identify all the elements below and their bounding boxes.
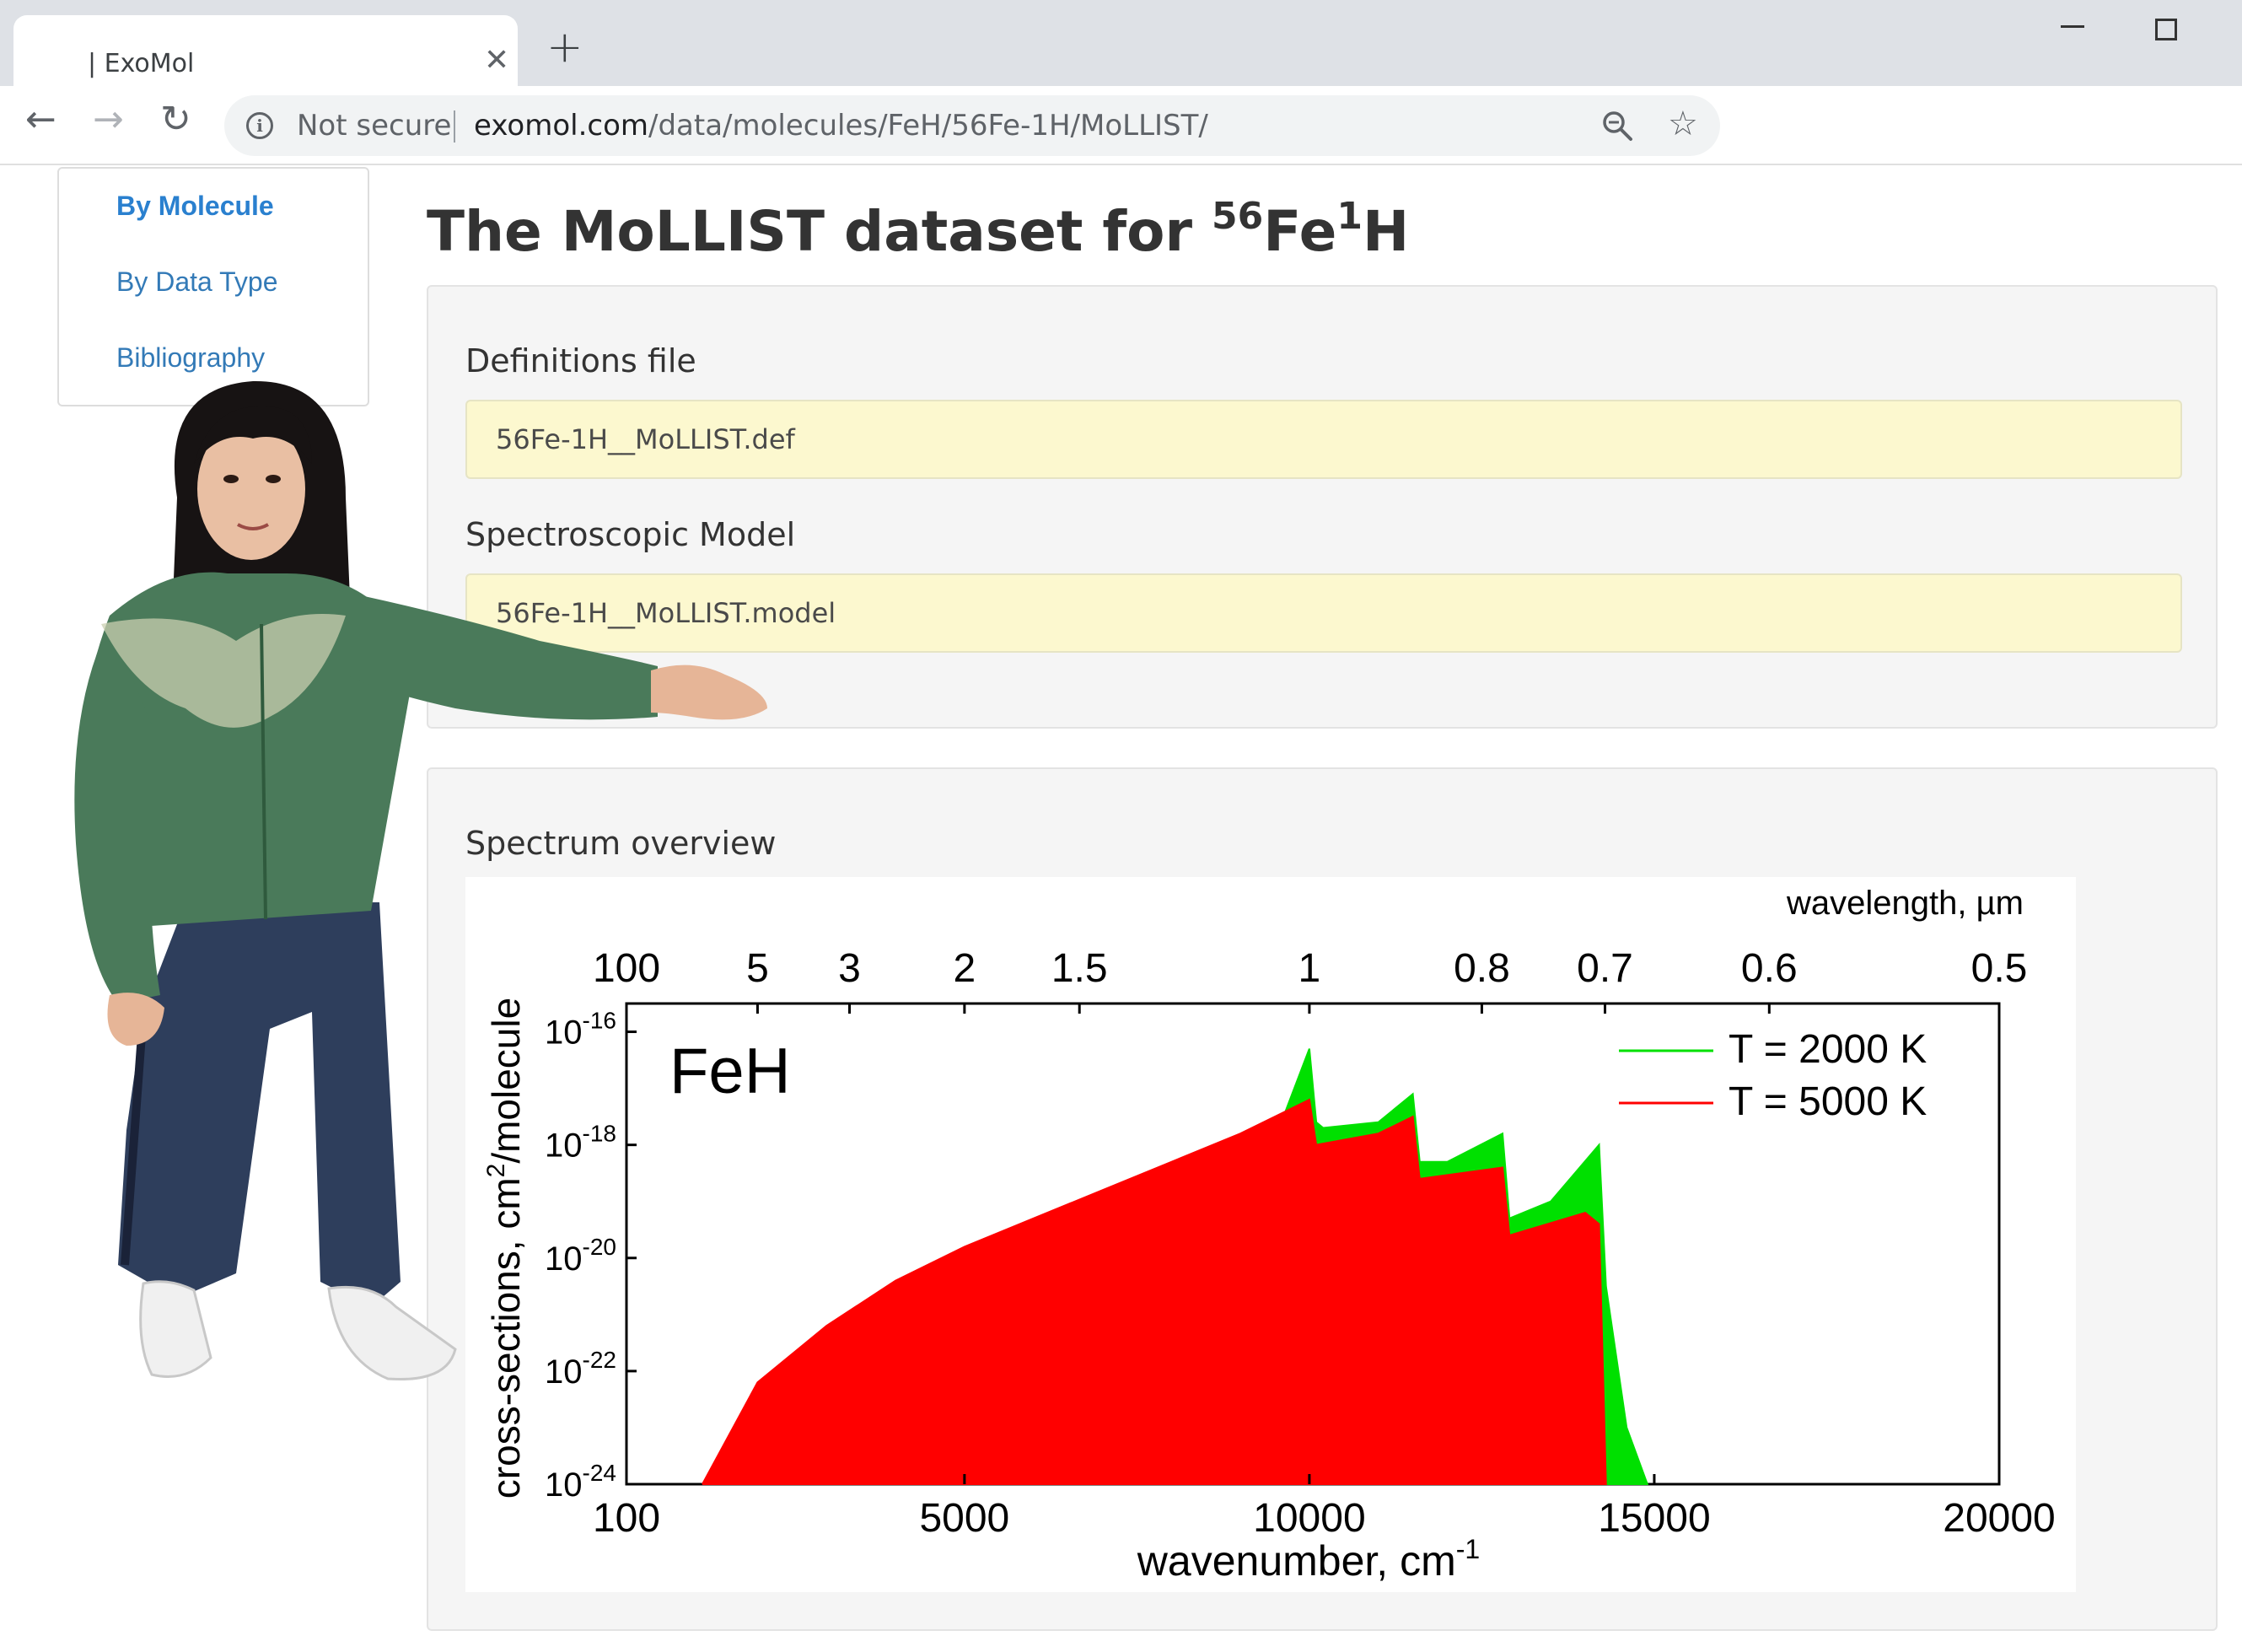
address-divider	[454, 110, 455, 143]
presenter-right-shoe	[327, 1285, 457, 1381]
info-icon[interactable]: i	[246, 112, 273, 139]
x2-tick-label: 3	[838, 946, 861, 991]
browser-tab[interactable]: | ExoMol ✕	[13, 15, 518, 88]
maximize-window-icon[interactable]	[2155, 19, 2177, 40]
reload-icon[interactable]: ↻	[160, 98, 191, 141]
sidebar-item-by-data-type[interactable]: By Data Type	[116, 266, 278, 297]
presenter-mouth	[237, 523, 269, 530]
y-axis-title: cross-sections, cm2/molecule	[482, 998, 528, 1499]
title-prefix: The MoLLIST dataset for	[427, 199, 1212, 264]
x2-axis-title: wavelength, µm	[1786, 885, 2024, 922]
spectroscopic-model-label: Spectroscopic Model	[465, 516, 796, 553]
browser-toolbar: ← → ↻ i Not secure exomol.com/data/molec…	[0, 86, 2242, 165]
presenter-left-eye	[223, 475, 239, 483]
address-bar[interactable]: i Not secure exomol.com/data/molecules/F…	[224, 95, 1720, 156]
forward-arrow-icon[interactable]: →	[93, 98, 124, 141]
isotope-mass-h: 1	[1336, 195, 1363, 238]
presenter-right-eye	[266, 475, 281, 483]
spectrum-panel: Spectrum overview 100 5000 10000 15000 20000…	[427, 767, 2218, 1631]
series-area-1	[702, 1098, 1607, 1485]
y-tick-label: 10-16	[545, 1008, 616, 1052]
model-file-box[interactable]: 56Fe-1H__MoLLIST.model	[465, 573, 2182, 653]
definitions-file-label: Definitions file	[465, 342, 696, 379]
y-axis-title-sup: 2	[482, 1164, 510, 1178]
definitions-file-link[interactable]: 56Fe-1H__MoLLIST.def	[496, 423, 795, 455]
legend-label-2000k: T = 2000 K	[1729, 1027, 1927, 1072]
presenter-jeans	[118, 902, 401, 1307]
security-status[interactable]: Not secure	[297, 109, 452, 143]
x-tick-label: 5000	[919, 1496, 1009, 1541]
model-file-link[interactable]: 56Fe-1H__MoLLIST.model	[496, 597, 836, 629]
x2-tick-label: 0.6	[1741, 946, 1798, 991]
minimize-window-icon[interactable]	[2061, 25, 2084, 28]
sidebar-item-by-molecule[interactable]: By Molecule	[116, 191, 274, 221]
sidebar-nav: By Molecule By Data Type Bibliography	[57, 167, 369, 406]
x-tick-label: 100	[593, 1496, 660, 1541]
y-tick-label: 10-18	[545, 1121, 616, 1165]
zoom-out-icon[interactable]	[1600, 109, 1634, 143]
presenter-pointing-hand	[651, 665, 767, 720]
presenter-jeans-stripe	[121, 1011, 148, 1266]
x2-tick-label: 2	[954, 946, 976, 991]
x-axis-title-sup: -1	[1456, 1534, 1480, 1564]
url-text[interactable]: exomol.com/data/molecules/FeH/56Fe-1H/Mo…	[474, 109, 1208, 143]
presenter-bangs	[194, 406, 312, 464]
isotope-symbol-h: H	[1363, 199, 1410, 264]
isotope-symbol-fe: Fe	[1263, 199, 1337, 264]
legend: T = 2000 K T = 5000 K	[1619, 1027, 1927, 1124]
x-tick-label: 10000	[1253, 1496, 1365, 1541]
page-title: The MoLLIST dataset for 56Fe1H	[427, 198, 1410, 265]
x2-tick-label: 5	[746, 946, 769, 991]
tab-strip: | ExoMol ✕ +	[0, 0, 2242, 88]
x2-tick-label: 1	[1298, 946, 1321, 991]
presenter-left-hand	[107, 993, 164, 1046]
presenter-left-shoe	[139, 1280, 212, 1378]
y-tick-label: 10-22	[545, 1347, 616, 1391]
definitions-file-box[interactable]: 56Fe-1H__MoLLIST.def	[465, 400, 2182, 479]
legend-label-5000k: T = 5000 K	[1729, 1079, 1927, 1124]
spectrum-overview-label: Spectrum overview	[465, 825, 777, 862]
series-layer	[702, 1048, 1649, 1485]
x-tick-label: 15000	[1598, 1496, 1710, 1541]
x2-tick-label: 0.5	[1971, 946, 2028, 991]
close-tab-icon[interactable]: ✕	[484, 43, 510, 78]
x2-tick-label: 0.7	[1577, 946, 1633, 991]
presenter-face	[197, 418, 305, 560]
y-tick-label: 10-20	[545, 1234, 616, 1278]
y-axis-title-suffix: /molecule	[484, 998, 528, 1164]
tick-layer: 100 5000 10000 15000 20000 100 5 3 2 1.5 1 0.8 0.7 0.…	[545, 946, 2056, 1541]
sidebar-item-bibliography[interactable]: Bibliography	[116, 342, 266, 373]
back-arrow-icon[interactable]: ←	[25, 98, 56, 141]
presenter-zipper	[260, 623, 267, 920]
tab-title: | ExoMol	[88, 49, 195, 78]
new-tab-button[interactable]: +	[546, 22, 583, 73]
y-tick-label: 10-24	[545, 1460, 616, 1504]
spectrum-chart-svg: 100 5000 10000 15000 20000 100 5 3 2 1.5 1 0.8 0.7 0.…	[482, 885, 2056, 1585]
url-path: /data/molecules/FeH/56Fe-1H/MoLLIST/	[648, 109, 1208, 143]
x-axis-title: wavenumber, cm-1	[1137, 1534, 1480, 1585]
x2-tick-label: 0.8	[1454, 946, 1510, 991]
presenter-left-arm	[74, 624, 160, 1004]
x2-tick-label: 1.5	[1051, 946, 1108, 991]
isotope-mass-fe: 56	[1212, 195, 1264, 238]
files-panel: Definitions file 56Fe-1H__MoLLIST.def Sp…	[427, 285, 2218, 729]
spectrum-chart: 100 5000 10000 15000 20000 100 5 3 2 1.5 1 0.8 0.7 0.…	[465, 877, 2076, 1592]
x-tick-label: 20000	[1943, 1496, 2055, 1541]
molecule-label: FeH	[669, 1036, 791, 1107]
y-axis-title-text: cross-sections, cm	[484, 1177, 528, 1499]
x-axis-title-text: wavenumber, cm	[1137, 1537, 1456, 1585]
presenter-lace-pattern	[101, 614, 346, 728]
presenter-figure	[74, 380, 767, 1381]
url-host: exomol.com	[474, 109, 648, 143]
x2-tick-label: 100	[593, 946, 660, 991]
bookmark-star-icon[interactable]: ☆	[1668, 105, 1698, 143]
presenter-pointing-arm	[337, 590, 658, 720]
